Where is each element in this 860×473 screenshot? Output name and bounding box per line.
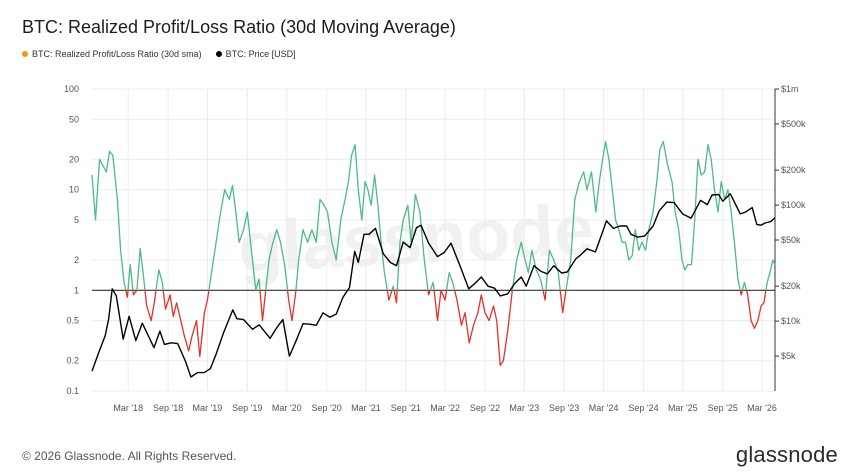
left-tick-label: 20 [69,154,79,164]
ratio-line-loss-segment [739,290,744,296]
ratio-line-loss-segment [745,290,767,329]
x-tick-label: Mar '23 [509,403,539,413]
right-axis: $1m $500k $200k $100k $50k $20k $10k $5k [774,84,806,391]
ratio-line-loss-segment [162,290,210,358]
ratio-line-profit-segment [429,281,435,291]
right-tick-label: $20k [781,281,801,291]
right-tick-label: $500k [781,119,806,129]
ratio-line-profit-segment [155,269,164,291]
left-tick-label: 0.5 [66,316,79,326]
x-tick-label: Mar '24 [589,403,619,413]
right-tick-label: $50k [781,235,801,245]
left-tick-label: 100 [64,84,79,94]
x-tick-label: Mar '21 [351,403,381,413]
ratio-line-profit-segment [445,271,456,291]
x-tick-label: Sep '20 [312,403,342,413]
x-tick-label: Sep '23 [549,403,579,413]
ratio-line-profit-segment [136,247,146,291]
x-tick-label: Mar '18 [113,403,143,413]
chart-title: BTC: Realized Profit/Loss Ratio (30d Mov… [22,17,456,37]
legend-label-price: BTC: Price [USD] [225,49,296,59]
left-tick-label: 2 [74,255,79,265]
x-tick-label: Sep '18 [153,403,183,413]
ratio-line-loss-segment [144,290,157,322]
legend-label-ratio: BTC: Realized Profit/Loss Ratio (30d sma… [32,49,202,59]
right-tick-label: $5k [781,351,796,361]
ratio-line-profit-segment [295,144,388,291]
left-tick-label: 5 [74,215,79,225]
right-tick-label: $200k [781,165,806,175]
x-tick-label: Sep '21 [391,403,421,413]
x-tick-label: Sep '22 [470,403,500,413]
ratio-line-loss-segment [259,290,267,322]
grid-layer [92,88,775,392]
ratio-line-loss-segment [125,290,129,299]
x-tick-label: Sep '19 [232,403,262,413]
right-tick-label: $1m [781,84,799,94]
ratio-line-profit-segment [765,259,776,291]
x-axis: Mar '18 Sep '18 Mar '19 Sep '19 Mar '20 Sep '… [113,403,776,413]
x-tick-label: Mar '26 [747,403,777,413]
right-tick-label: $100k [781,200,806,210]
ratio-line-loss-segment [393,290,398,304]
ratio-line-loss-segment [132,289,138,296]
legend-swatch-ratio [22,51,28,57]
ratio-line-profit-segment [741,281,748,291]
ratio-line-loss-segment [542,290,547,301]
left-tick-label: 0.1 [66,386,79,396]
legend-item-price[interactable]: BTC: Price [USD] [215,49,296,59]
left-tick-label: 50 [69,114,79,124]
ratio-line-loss-segment [427,290,431,296]
ratio-line-profit-segment [208,184,261,291]
ratio-line-loss-segment [433,290,442,322]
x-tick-label: Mar '25 [668,403,698,413]
ratio-line-loss-segment [286,290,297,322]
ratio-line-profit-segment [511,241,544,291]
x-tick-label: Mar '20 [272,403,302,413]
ratio-line-loss-segment [559,290,567,314]
right-tick-label: $10k [781,316,801,326]
series-layer [91,140,776,378]
ratio-line-profit-segment [91,150,127,291]
ratio-line-loss-segment [386,290,393,301]
ratio-line-profit-segment [127,263,134,291]
ratio-line-profit-segment [396,193,429,291]
ratio-line-profit-segment [391,285,395,291]
brand-logo[interactable]: glassnode [735,442,838,467]
left-axis: 100 50 20 10 5 2 1 0.5 0.2 0.1 [64,84,79,396]
ratio-line-loss-segment [440,290,448,301]
chart-legend: BTC: Realized Profit/Loss Ratio (30d sma… [22,49,296,59]
x-tick-label: Sep '25 [708,403,738,413]
x-tick-label: Mar '19 [193,403,223,413]
x-tick-label: Sep '24 [628,403,658,413]
ratio-line-profit-segment [565,140,741,291]
ratio-line-profit-segment [545,249,561,291]
copyright-text: © 2026 Glassnode. All Rights Reserved. [22,449,237,463]
price-line [91,193,776,378]
legend-swatch-price [215,51,222,57]
ratio-line-loss-segment [453,290,513,366]
x-tick-label: Mar '22 [430,403,460,413]
ratio-line-profit-segment [265,229,289,291]
left-tick-label: 0.2 [66,356,79,366]
left-tick-label: 10 [69,185,79,195]
left-tick-label: 1 [74,285,79,295]
legend-item-ratio[interactable]: BTC: Realized Profit/Loss Ratio (30d sma… [22,49,202,59]
